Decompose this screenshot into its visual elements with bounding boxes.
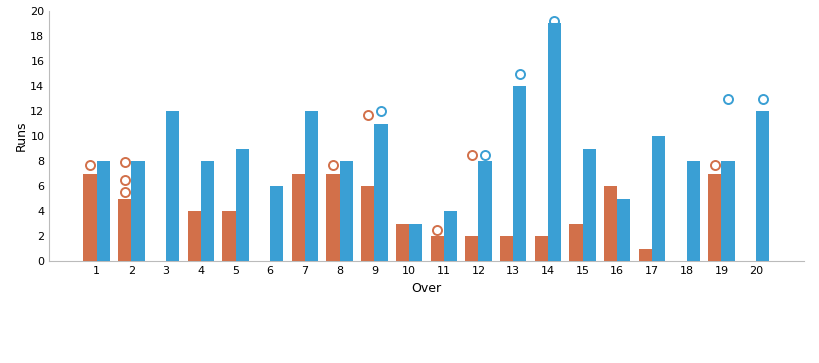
Bar — [409, 224, 422, 261]
Bar — [755, 111, 768, 261]
Bar — [201, 161, 214, 261]
Bar — [547, 23, 560, 261]
Bar — [568, 224, 581, 261]
Bar — [326, 174, 339, 261]
Bar — [581, 149, 595, 261]
Y-axis label: Runs: Runs — [15, 121, 27, 151]
Bar — [721, 161, 734, 261]
Legend: CAB Tripura, CAB UttarPradesh: CAB Tripura, CAB UttarPradesh — [293, 362, 559, 363]
Bar — [374, 123, 387, 261]
Bar — [513, 86, 526, 261]
Bar — [477, 161, 491, 261]
Bar — [118, 199, 131, 261]
Bar — [235, 149, 248, 261]
Bar — [131, 161, 144, 261]
Bar — [166, 111, 179, 261]
Bar — [651, 136, 664, 261]
Bar — [617, 199, 630, 261]
Bar — [708, 174, 721, 261]
Bar — [396, 224, 409, 261]
Bar — [443, 211, 456, 261]
Bar — [84, 174, 97, 261]
Bar — [500, 236, 513, 261]
Bar — [534, 236, 547, 261]
Bar — [305, 111, 318, 261]
Bar — [97, 161, 110, 261]
Bar — [292, 174, 305, 261]
Bar — [604, 186, 617, 261]
Bar — [638, 249, 651, 261]
Bar — [464, 236, 477, 261]
Bar — [430, 236, 443, 261]
Bar — [339, 161, 352, 261]
Bar — [222, 211, 235, 261]
Bar — [686, 161, 699, 261]
X-axis label: Over: Over — [411, 282, 441, 295]
Bar — [270, 186, 283, 261]
Bar — [360, 186, 374, 261]
Bar — [188, 211, 201, 261]
